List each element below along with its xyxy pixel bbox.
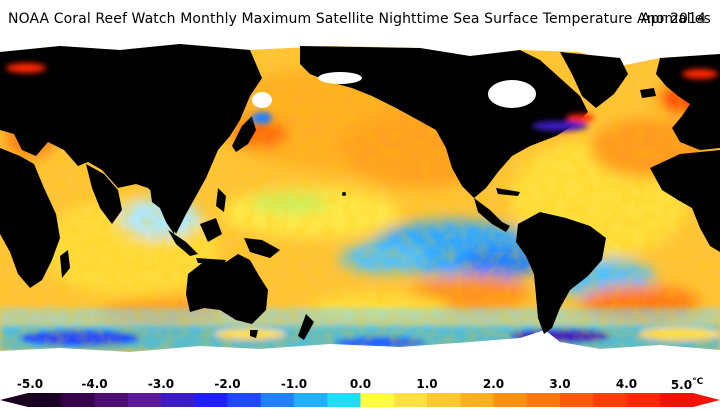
colorbar-tick-label: -5.0 — [16, 377, 44, 391]
title-text: NOAA Coral Reef Watch Monthly Maximum Sa… — [8, 11, 711, 27]
colorbar-segment — [593, 393, 627, 407]
map-title: NOAA Coral Reef Watch Monthly Maximum Sa… — [8, 11, 712, 27]
colorbar-unit: °C — [692, 377, 704, 387]
colorbar-tick-label: 4.0 — [615, 377, 638, 391]
colorbar-tick-label: 1.0 — [416, 377, 438, 391]
colorbar-tick-label: -1.0 — [280, 377, 308, 391]
land-africa — [0, 148, 60, 288]
land-philippines — [216, 188, 226, 212]
land-japan — [232, 116, 256, 152]
land-hawaii — [342, 192, 346, 196]
colorbar-segment — [493, 393, 528, 407]
colorbar-tick-label: 2.0 — [482, 377, 505, 391]
land-borneo — [200, 218, 222, 242]
colorbar-segment — [360, 393, 395, 407]
land-asia — [0, 44, 262, 234]
colorbar-segment — [393, 393, 428, 407]
land-se-asia — [150, 188, 178, 234]
land-africa-east — [650, 150, 720, 252]
colorbar-segment — [127, 393, 162, 407]
colorbar-legend: -5.0 -4.0 -3.0 -2.0 -1.0 0.0 1.0 2.0 3.0 4.0 5.0°C — [0, 375, 720, 411]
colorbar-segment — [526, 393, 561, 407]
land-madagascar — [60, 250, 70, 278]
colorbar-extend-high — [693, 393, 720, 407]
colorbar-segment — [260, 393, 295, 407]
colorbar-segment — [94, 393, 129, 407]
land-central-america — [474, 198, 510, 232]
colorbar-tick-label: 3.0 — [549, 377, 571, 391]
colorbar-segment — [626, 393, 661, 407]
colorbar-tick-label: -2.0 — [214, 377, 241, 391]
colorbar-segment — [427, 393, 461, 407]
colorbar-segment — [28, 393, 62, 407]
colorbar-segment — [460, 393, 494, 407]
land-greenland — [560, 52, 628, 108]
colorbar-segment — [294, 393, 328, 407]
land-cuba — [496, 188, 520, 196]
colorbar-tick-label: -3.0 — [147, 377, 175, 391]
land-iceland — [640, 88, 656, 98]
title-date: Apr 2014 — [640, 11, 706, 27]
colorbar-segment — [659, 393, 694, 407]
sst-anomaly-map — [0, 38, 720, 375]
land-india — [86, 164, 122, 224]
boundary-currents — [6, 63, 718, 131]
colorbar-segment — [327, 393, 361, 407]
colorbar — [0, 393, 720, 407]
antarctic-ice — [0, 330, 720, 375]
colorbar-segment — [194, 393, 228, 407]
land-new-guinea — [244, 238, 280, 258]
colorbar-extend-low — [0, 393, 28, 407]
land-south-america — [516, 212, 606, 334]
land-australia — [186, 254, 268, 324]
colorbar-segment — [560, 393, 594, 407]
seasonal-ice — [252, 72, 536, 108]
colorbar-tick-label: 0.0 — [349, 377, 372, 391]
land-new-zealand — [298, 314, 314, 340]
colorbar-tick-label: -4.0 — [81, 377, 108, 391]
land-tasmania — [250, 330, 258, 338]
land-sumatra — [168, 230, 198, 256]
colorbar-tick-label: 5.0°C — [670, 377, 704, 392]
colorbar-segment — [227, 393, 262, 407]
arctic-ice — [0, 38, 720, 66]
colorbar-segment — [61, 393, 95, 407]
colorbar-segment — [161, 393, 195, 407]
